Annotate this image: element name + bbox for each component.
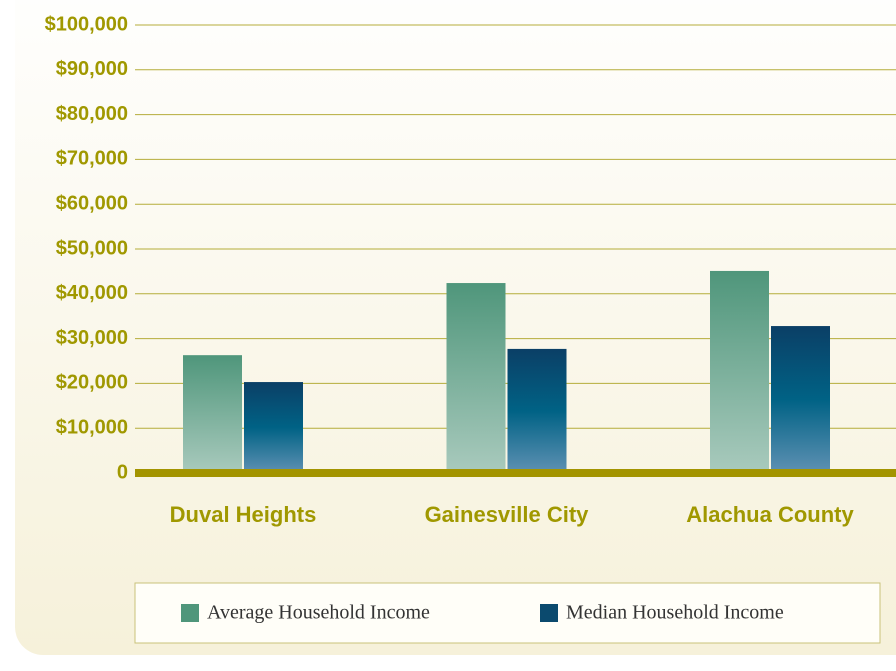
y-tick-label: $10,000 xyxy=(56,416,128,438)
legend-box xyxy=(134,582,881,644)
y-tick-label: $50,000 xyxy=(56,237,128,259)
bar xyxy=(446,283,506,473)
y-tick-label: 0 xyxy=(117,461,128,483)
legend-label: Median Household Income xyxy=(566,602,784,624)
y-tick-label: $20,000 xyxy=(56,372,128,394)
y-tick-label: $40,000 xyxy=(56,282,128,304)
y-tick-label: $100,000 xyxy=(45,13,128,35)
bar xyxy=(244,382,303,473)
y-tick-label: $80,000 xyxy=(56,103,128,125)
bar xyxy=(507,348,567,473)
x-tick-label: Alachua County xyxy=(686,502,854,527)
bar xyxy=(710,270,769,473)
baseline xyxy=(135,469,896,477)
y-tick-label: $90,000 xyxy=(56,58,128,80)
y-tick-label: $60,000 xyxy=(56,192,128,214)
x-tick-label: Duval Heights xyxy=(170,502,317,527)
y-tick-label: $30,000 xyxy=(56,327,128,349)
bar xyxy=(183,355,242,473)
bar xyxy=(771,326,830,473)
legend-swatch xyxy=(181,604,199,622)
legend-swatch xyxy=(540,604,558,622)
legend-label: Average Household Income xyxy=(207,602,430,624)
x-tick-label: Gainesville City xyxy=(425,502,590,527)
y-tick-label: $70,000 xyxy=(56,148,128,170)
